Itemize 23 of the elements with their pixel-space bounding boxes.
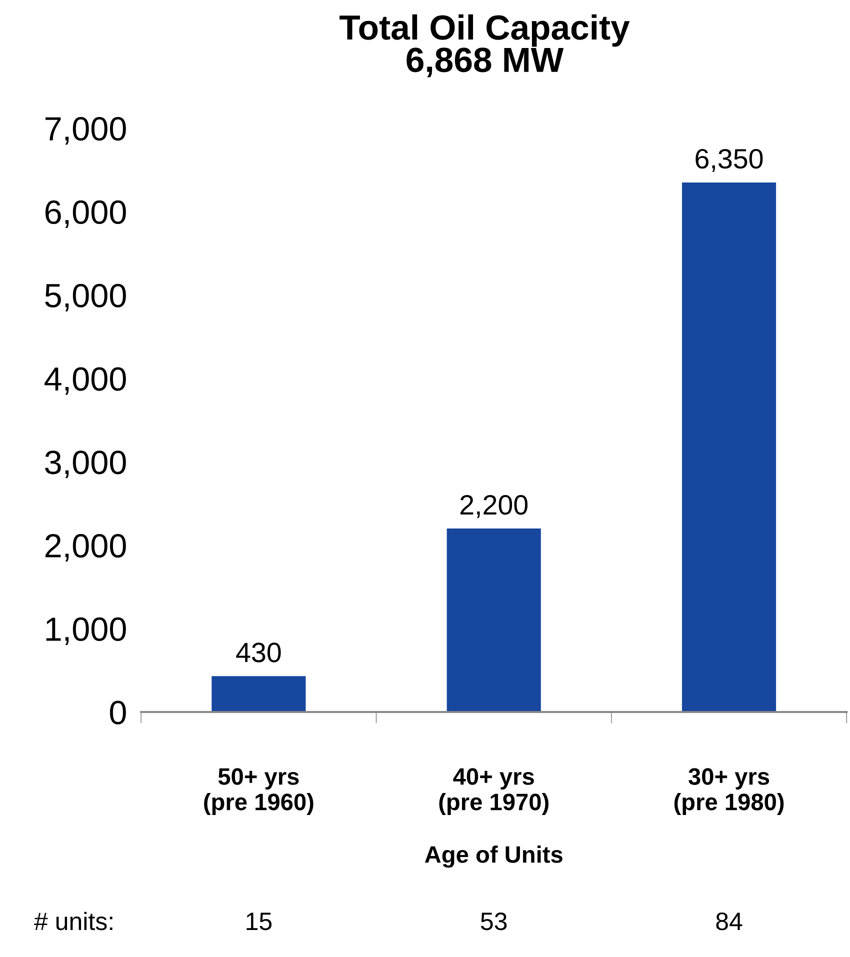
y-tick-label: 5,000: [45, 284, 126, 312]
text: 84: [716, 912, 742, 930]
y-tick-label: 1,000: [46, 617, 126, 645]
y-tick-label: 4,000: [44, 367, 126, 395]
x-tick-label: 40+ yrs (pre 1970): [439, 768, 548, 816]
text: # units:: [34, 912, 112, 930]
text: 53: [480, 912, 507, 930]
y-tick-label: 7,000: [46, 117, 126, 145]
x-tick-label: 50+ yrs (pre 1960): [204, 768, 314, 816]
y-tick-label: 2,000: [45, 534, 126, 562]
bar: [212, 676, 306, 712]
data-label: 6,350: [696, 148, 763, 172]
chart-title: Total Oil Capacity 6,868 MW: [340, 14, 630, 78]
x-axis-title: Age of Units: [424, 846, 562, 868]
bar: [682, 182, 776, 712]
data-label: 2,200: [460, 495, 528, 518]
text: 15: [246, 912, 272, 930]
x-tick-label: 30+ yrs (pre 1980): [674, 768, 784, 816]
data-label: 430: [236, 642, 281, 662]
y-tick-label: 0: [110, 700, 126, 724]
y-tick-label: 6,000: [46, 200, 126, 228]
bar: [446, 528, 541, 712]
y-tick-label: 3,000: [45, 450, 126, 478]
